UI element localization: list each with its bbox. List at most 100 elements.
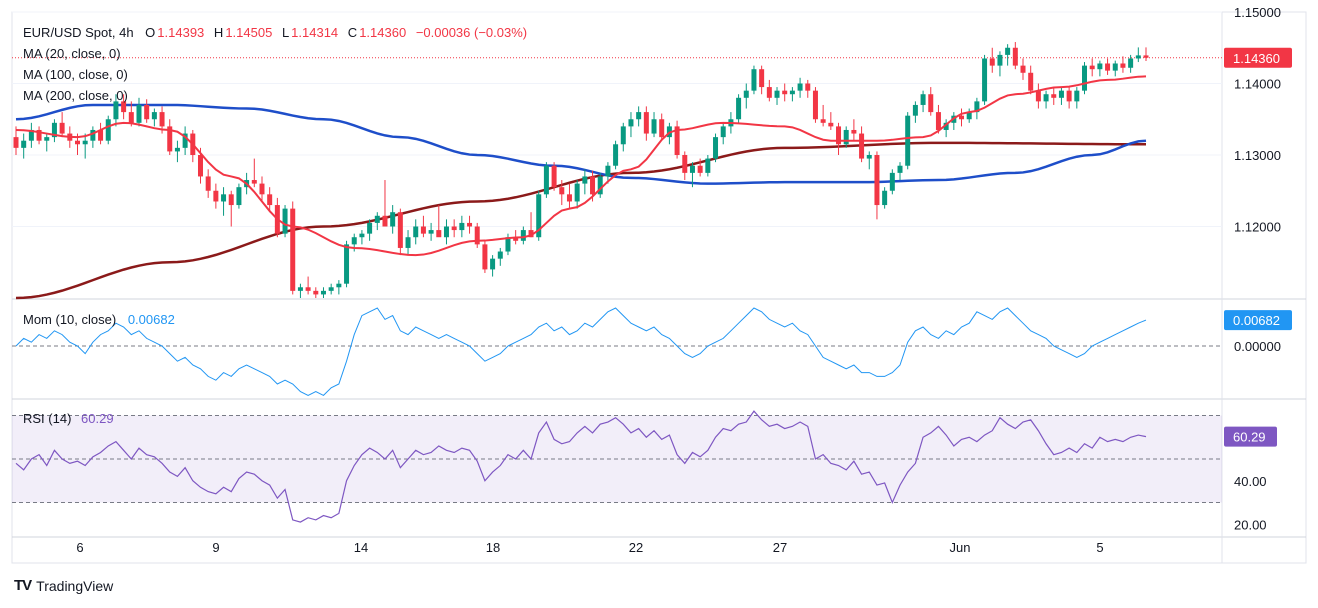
candle-body [774,90,780,98]
candle-body [1012,47,1018,66]
candle-body [1097,63,1103,70]
candle-body [843,129,849,145]
candle-body [766,87,772,98]
momentum-layer [12,307,1222,397]
rsi-value-label: 60.29 [1233,430,1266,445]
candle-body [213,190,219,202]
candle-body [620,126,626,145]
candle-body [90,129,96,141]
ma100-legend[interactable]: MA (100, close, 0) [23,67,128,82]
candle-body [44,137,50,141]
high-value: 1.14505 [225,25,273,40]
candle-body [336,283,342,288]
momentum-legend[interactable]: Mom (10, close) 0.00682 [23,312,177,327]
price-tick-label: 1.13000 [1234,148,1281,163]
candle-body [935,112,941,130]
candle-body [1035,90,1041,102]
candle-body [297,287,303,291]
candle-body [989,58,995,66]
candle-body [912,104,918,116]
candle-body [812,90,818,120]
open-value: 1.14393 [157,25,205,40]
candle-body [36,129,42,141]
candle-body [490,258,496,270]
candle-body [705,158,711,173]
candle-body [582,176,588,184]
rsi-tick-label: 20.00 [1234,517,1267,532]
ma20-legend[interactable]: MA (20, close, 0) [23,46,121,61]
candle-body [13,137,19,148]
candle-body [682,155,688,173]
axes-layer: 1.15000 1.14000 1.13000 1.12000 1.14360 0.000… [76,5,1292,555]
candle-body [436,230,442,238]
candle-body [597,176,603,195]
candle-body [290,208,296,291]
candle-body [820,119,826,123]
close-value: 1.14360 [359,25,407,40]
time-tick-label: 14 [354,540,368,555]
candle-body [228,194,234,206]
rsi-label: RSI (14) [23,411,72,426]
candle-body [974,101,980,113]
candle-body [689,165,695,173]
time-tick-label: 27 [773,540,787,555]
candle-body [1051,94,1057,98]
time-tick-label: 22 [629,540,643,555]
candle-body [320,290,326,295]
candle-body [390,212,396,227]
rsi-line [15,410,1147,523]
ma200-legend[interactable]: MA (200, close, 0) [23,88,128,103]
candle-body [505,237,511,252]
candle-body [743,90,749,98]
candle-body [574,183,580,202]
candle-body [113,101,119,120]
time-tick-label: 9 [212,540,219,555]
candle-body [451,226,457,231]
chart-gridlines [12,11,1222,227]
candle-body [943,122,949,130]
tradingview-logo[interactable]: TV TradingView [14,577,113,594]
candle-body [882,190,888,206]
candle-body [559,187,565,195]
candle-body [144,104,150,120]
chart-background [11,11,1307,564]
momentum-zero-label: 0.00000 [1234,339,1281,354]
candle-body [651,119,657,134]
price-tick-label: 1.15000 [1234,5,1281,20]
symbol-title[interactable]: EUR/USD Spot, 4h [23,25,134,40]
high-label: H [213,25,224,40]
candle-body [566,194,572,202]
candle-body [351,237,357,245]
candle-body [267,194,273,206]
candle-body [836,126,842,145]
rsi-legend[interactable]: RSI (14) 60.29 [23,411,116,426]
low-value: 1.14314 [291,25,339,40]
candle-body [74,140,80,145]
candle-body [251,180,257,184]
candle-body [51,122,57,138]
candle-body [182,133,188,148]
candle-body [513,237,519,241]
candle-body [859,133,865,159]
candle-body [1143,55,1149,58]
candle-body [1074,90,1080,102]
candle-body [628,119,634,127]
candle-body [1005,47,1011,55]
candle-body [497,251,503,259]
candle-body [367,222,373,234]
candle-body [697,165,703,173]
rsi-tick-label: 40.00 [1234,474,1267,489]
candle-body [1128,58,1134,68]
candle-body [736,97,742,120]
candle-body [1105,63,1111,71]
candle-body [1082,65,1088,91]
candle-body [805,83,811,91]
candle-body [920,94,926,105]
candle-body [174,147,180,152]
tradingview-logo-icon: TV [14,577,32,594]
ma100-layer [15,103,1147,185]
candle-body [482,244,488,270]
candle-body [305,287,311,291]
last-price-label: 1.14360 [1233,51,1280,66]
